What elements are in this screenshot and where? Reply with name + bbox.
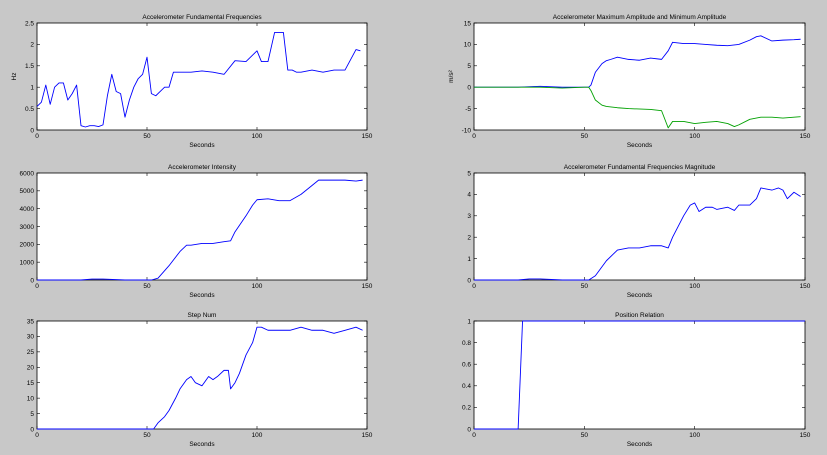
y-tick-label: 0.4 [462,383,471,390]
x-tick-label: 50 [581,283,589,290]
x-tick-label: 50 [143,283,151,290]
series-line-2 [474,86,801,129]
chart-title: Step Num [188,312,217,319]
y-tick-label: 5 [467,170,471,177]
x-tick-label: 0 [472,133,476,140]
x-tick-label: 0 [472,432,476,439]
y-tick-label: 3 [467,213,471,220]
y-axis-label: Hz [11,73,18,81]
x-tick-label: 150 [362,432,373,439]
y-tick-label: 5 [467,63,471,70]
y-tick-label: 0.8 [462,340,471,347]
chart-1: Accelerometer Fundamental Frequencies 0 50… [11,14,373,149]
chart-2: Accelerometer Maximum Amplitude and Mini… [448,14,811,149]
y-tick-label: 15 [27,380,35,387]
x-tick-label: 100 [689,432,700,439]
y-tick-label: 0 [467,85,471,92]
x-tick-label: 0 [472,283,476,290]
y-tick-label: 6000 [20,170,35,177]
y-tick-label: 1.5 [25,63,34,70]
y-tick-label: 15 [464,20,472,27]
y-tick-label: 3000 [20,224,35,231]
y-tick-label: 2000 [20,242,35,249]
y-tick-label: 0.6 [462,362,471,369]
y-tick-label: 2 [30,42,34,49]
x-tick-label: 50 [143,432,151,439]
x-tick-label: 100 [689,133,700,140]
series-line-1 [474,187,801,281]
chart-title: Accelerometer Fundamental Frequencies [142,14,262,21]
y-tick-label: 0.2 [462,405,471,412]
x-axis-label: Seconds [627,441,653,448]
plot-area [473,172,806,281]
y-tick-label: 2.5 [25,20,34,27]
y-axis-label: m/s² [448,69,455,82]
y-tick-label: 2 [467,235,471,242]
chart-title: Accelerometer Fundamental Frequencies Ma… [564,164,716,171]
y-tick-label: 35 [27,318,35,325]
y-tick-label: 0.5 [25,106,34,113]
y-tick-label: -5 [465,106,471,113]
y-tick-label: 1 [30,85,34,92]
y-tick-label: 10 [27,395,35,402]
y-tick-label: 20 [27,365,35,372]
x-tick-label: 0 [35,283,39,290]
series-line-1 [37,326,363,430]
plot-area [36,22,368,131]
chart-title: Accelerometer Maximum Amplitude and Mini… [553,14,727,21]
y-tick-label: 1 [467,256,471,263]
plot-area [473,320,806,430]
series-line-1 [36,31,361,128]
y-tick-label: 0 [30,277,34,284]
x-tick-label: 100 [689,283,700,290]
plot-area [36,320,368,430]
chart-5: Step Num 0 50 100 150 0 5 10 15 20 25 30 35 Seconds [27,312,373,448]
x-axis-label: Seconds [189,142,215,149]
x-tick-label: 150 [362,283,373,290]
x-tick-label: 50 [581,133,589,140]
x-tick-label: 100 [252,133,263,140]
x-tick-label: 50 [143,133,151,140]
series-line-1 [37,179,363,281]
chart-title: Accelerometer Intensity [168,164,237,171]
y-tick-label: 0 [30,426,34,433]
x-tick-label: 0 [35,133,39,140]
y-tick-label: 5 [30,411,34,418]
x-tick-label: 150 [362,133,373,140]
y-tick-label: 0 [30,127,34,134]
x-tick-label: 100 [252,283,263,290]
series-line-1 [474,320,805,430]
x-tick-label: 150 [800,432,811,439]
y-tick-label: 5000 [20,188,35,195]
chart-4: Accelerometer Fundamental Frequencies Ma… [467,164,810,299]
y-tick-label: 10 [464,42,472,49]
y-tick-label: 1 [467,318,471,325]
x-tick-label: 0 [35,432,39,439]
y-tick-label: 4 [467,192,471,199]
y-tick-label: 1000 [20,259,35,266]
plot-area [473,22,806,131]
x-tick-label: 50 [581,432,589,439]
x-tick-label: 150 [800,133,811,140]
x-axis-label: Seconds [189,441,215,448]
y-tick-label: 25 [27,349,35,356]
y-tick-label: -10 [462,127,472,134]
y-tick-label: 0 [467,277,471,284]
x-axis-label: Seconds [627,292,653,299]
y-tick-label: 0 [467,426,471,433]
chart-title: Position Relation [615,312,664,319]
chart-6: Position Relation 0 50 100 150 0 0.2 0.4 0.6 0.8 1… [462,312,811,448]
y-tick-label: 4000 [20,206,35,213]
x-axis-label: Seconds [189,292,215,299]
x-axis-label: Seconds [627,142,653,149]
y-tick-label: 30 [27,334,35,341]
x-tick-label: 100 [252,432,263,439]
x-tick-label: 150 [800,283,811,290]
chart-3: Accelerometer Intensity 0 50 100 150 0 1000 200… [20,164,373,299]
plot-area [36,172,368,281]
